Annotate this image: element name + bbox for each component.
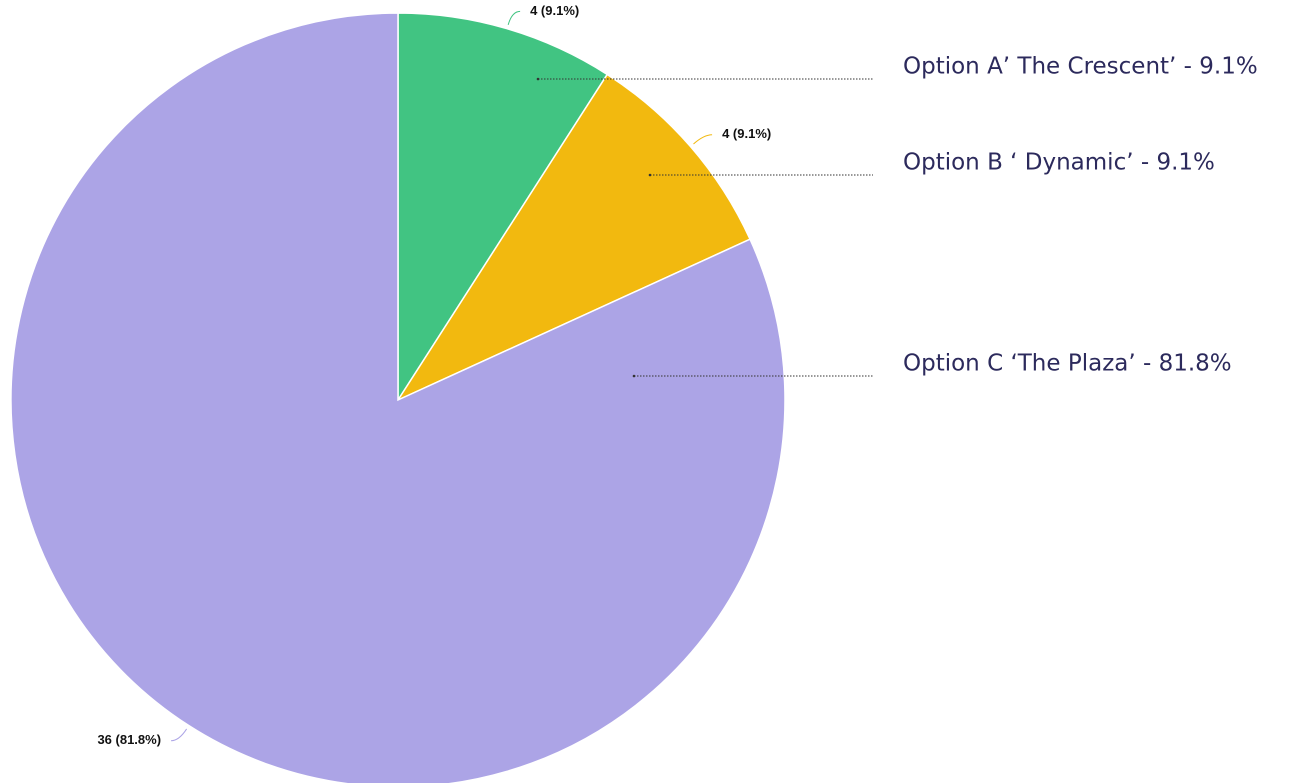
category-label: Option B ‘ Dynamic’ - 9.1%: [903, 150, 1215, 176]
pie-slice: [397, 12, 609, 403]
value-label: 4 (9.1%): [530, 3, 579, 18]
category-label: Option C ‘The Plaza’ - 81.8%: [903, 351, 1232, 377]
label-leader: [507, 10, 521, 25]
label-leader: [171, 728, 188, 742]
label-leader: [693, 134, 713, 145]
category-label: Option A’ The Crescent’ - 9.1%: [903, 54, 1258, 80]
pie-slice: [10, 12, 786, 783]
value-label: 4 (9.1%): [722, 126, 771, 141]
value-label: 36 (81.8%): [97, 732, 161, 747]
pie-slice: [395, 73, 752, 402]
